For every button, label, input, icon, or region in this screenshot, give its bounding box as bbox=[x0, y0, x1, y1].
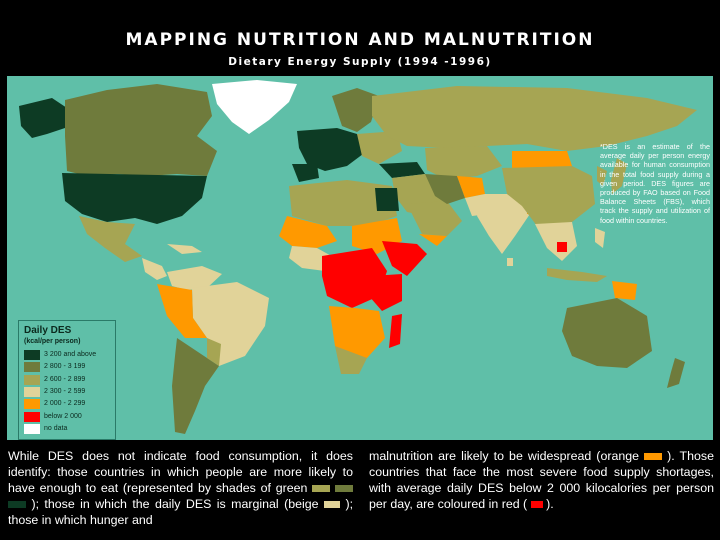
australia-region bbox=[562, 298, 652, 368]
legend-unit: (kcal/per person) bbox=[24, 338, 81, 345]
swatch-beige bbox=[324, 501, 340, 509]
iberia-region bbox=[292, 164, 319, 182]
legend-swatch bbox=[24, 399, 40, 410]
legend-swatch bbox=[24, 411, 40, 422]
central-america-region bbox=[142, 258, 167, 280]
turkey-region bbox=[379, 162, 425, 178]
world-map bbox=[7, 76, 713, 440]
map-legend: Daily DES (kcal/per person) 3 200 and ab… bbox=[18, 320, 116, 440]
legend-label: 2 300 - 2 599 bbox=[44, 387, 86, 395]
explanation-left-1: While DES does not indicate food consump… bbox=[8, 449, 353, 495]
alaska-region bbox=[19, 98, 67, 138]
legend-item: no data bbox=[24, 423, 116, 435]
swatch-orange bbox=[644, 453, 663, 461]
brazil-region bbox=[192, 282, 269, 366]
yemen-region bbox=[419, 234, 447, 246]
swatch-red bbox=[530, 501, 543, 509]
iran-region bbox=[425, 174, 465, 204]
east-africa-region bbox=[369, 274, 402, 311]
south-africa-region bbox=[335, 346, 367, 374]
legend-swatch bbox=[24, 374, 40, 385]
explanation-left-2: ); those in which the daily DES is margi… bbox=[31, 497, 319, 511]
paraguay-region bbox=[207, 338, 221, 366]
southeast-asia-region bbox=[535, 222, 577, 261]
explanation-left: While DES does not indicate food consump… bbox=[8, 448, 353, 528]
legend-swatch bbox=[24, 362, 40, 373]
swatch-green-3 bbox=[8, 501, 26, 509]
legend-item: below 2 000 bbox=[24, 411, 116, 423]
colombia-venezuela-region bbox=[167, 266, 222, 290]
china-region bbox=[502, 166, 595, 226]
swatch-green-2 bbox=[335, 485, 353, 493]
explanation-left-3: ); those in which hunger and bbox=[8, 497, 354, 527]
legend-swatch bbox=[24, 386, 40, 397]
legend-label: 2 600 - 2 899 bbox=[44, 375, 86, 383]
legend-title: Daily DES bbox=[24, 325, 72, 336]
legend-label: 2 000 - 2 299 bbox=[44, 400, 86, 408]
cambodia-region bbox=[557, 242, 567, 252]
legend-swatch bbox=[24, 423, 40, 434]
india-region bbox=[477, 194, 532, 254]
central-asia-region bbox=[425, 146, 502, 180]
arabia-region bbox=[407, 201, 462, 236]
indonesia-region bbox=[547, 268, 607, 282]
north-africa-region bbox=[289, 180, 397, 226]
legend-label: 2 800 - 3 199 bbox=[44, 363, 86, 371]
explanation-right-1: malnutrition are likely to be widespread… bbox=[369, 449, 640, 463]
philippines-region bbox=[595, 228, 605, 248]
eastern-europe-region bbox=[357, 131, 402, 164]
legend-label: 3 200 and above bbox=[44, 351, 97, 358]
legend-item: 2 300 - 2 599 bbox=[24, 386, 116, 398]
usa-region bbox=[62, 173, 207, 224]
russia-region bbox=[372, 86, 697, 151]
greenland-region bbox=[212, 80, 297, 134]
korea-japan-region bbox=[597, 166, 607, 186]
sahel-region bbox=[279, 216, 337, 248]
swatch-green-1 bbox=[312, 485, 331, 493]
new-zealand-region bbox=[667, 358, 685, 388]
western-europe-region bbox=[297, 128, 367, 171]
afghanistan-region bbox=[457, 176, 485, 198]
caribbean-region bbox=[167, 244, 202, 254]
canada-region bbox=[65, 84, 217, 176]
legend-label: no data bbox=[44, 424, 68, 432]
madagascar-region bbox=[389, 314, 402, 348]
sri-lanka-region bbox=[507, 258, 513, 266]
des-definition-note: *DES is an estimate of the average daily… bbox=[600, 142, 710, 225]
egypt-region bbox=[375, 188, 399, 211]
legend-item: 2 600 - 2 899 bbox=[24, 374, 116, 386]
scandinavia-region bbox=[332, 88, 379, 132]
japan-region bbox=[611, 158, 627, 194]
png-region bbox=[612, 281, 637, 300]
world-map-graphic bbox=[19, 80, 697, 434]
legend-label: below 2 000 bbox=[44, 412, 82, 420]
horn-of-africa-region bbox=[382, 241, 427, 276]
peru-bolivia-region bbox=[157, 284, 207, 338]
legend-item: 2 800 - 3 199 bbox=[24, 362, 116, 373]
legend-swatch bbox=[24, 350, 40, 360]
explanation-right-3: ). bbox=[546, 497, 554, 511]
explanation-right-2: ). Those countries that face the most se… bbox=[369, 449, 714, 511]
explanation-right: malnutrition are likely to be widespread… bbox=[369, 448, 714, 512]
legend-item: 3 200 and above bbox=[24, 350, 116, 361]
legend-item: 2 000 - 2 299 bbox=[24, 399, 116, 410]
map-title: MAPPING NUTRITION AND MALNUTRITION bbox=[125, 30, 595, 50]
map-subtitle: Dietary Energy Supply (1994 -1996) bbox=[228, 56, 492, 68]
argentina-chile-region bbox=[172, 338, 219, 434]
mexico-region bbox=[79, 216, 142, 262]
